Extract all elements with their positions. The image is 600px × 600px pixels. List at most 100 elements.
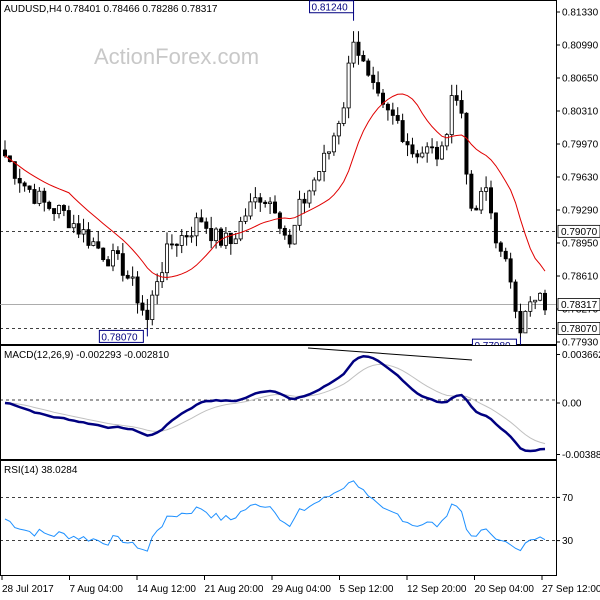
candle-body <box>444 134 449 147</box>
x-tick-label: 5 Sep 12:00 <box>340 584 394 595</box>
candle-body <box>439 145 444 160</box>
candle-body <box>228 232 233 245</box>
candle-body <box>145 309 150 320</box>
candle-body <box>81 229 86 235</box>
candle-body <box>140 302 145 311</box>
candle-body <box>361 55 366 62</box>
candle-body <box>528 301 533 312</box>
candle-body <box>356 41 361 56</box>
price-panel-frame <box>0 0 557 345</box>
price-tick-label: 0.81330 <box>562 8 599 19</box>
price-tick-label: 0.78610 <box>562 272 599 283</box>
support-tag-2-box <box>557 322 600 335</box>
candle-body <box>469 173 474 209</box>
candle-body <box>415 153 420 158</box>
candle-body <box>174 243 179 246</box>
candle-body <box>420 152 425 158</box>
candle-body <box>263 201 268 205</box>
annotation-box <box>309 0 355 14</box>
rsi-panel: RSI(14) 38.0284 70 30 <box>0 460 574 576</box>
candle-body <box>395 115 400 121</box>
candle-body <box>410 144 415 155</box>
candle-body <box>292 224 297 245</box>
moving-average-line <box>4 93 546 278</box>
candle-body <box>57 205 62 215</box>
price-tick-label: 0.78950 <box>562 239 599 250</box>
candle-body <box>214 228 219 242</box>
candle-body <box>336 123 341 137</box>
candle-body <box>474 207 479 211</box>
candle-body <box>115 250 120 254</box>
annotation-label: 0.81240 <box>312 3 349 14</box>
candle-body <box>22 182 27 187</box>
x-tick-label: 29 Aug 04:00 <box>272 584 331 595</box>
price-tick-label: 0.80310 <box>562 107 599 118</box>
candle-body <box>96 241 101 249</box>
macd-divergence-line <box>307 347 473 361</box>
candle-body <box>405 141 410 146</box>
candle-body <box>493 212 498 244</box>
candle-body <box>513 281 518 312</box>
candle-body <box>243 215 248 222</box>
candle-body <box>317 171 322 181</box>
candle-body <box>287 234 292 245</box>
candle-body <box>76 223 81 235</box>
candle-body <box>135 276 140 304</box>
candle-body <box>371 74 376 83</box>
last-price-tag-box <box>557 298 600 311</box>
candle-body <box>508 258 513 283</box>
macd-panel: MACD(12,26,9) -0.002293 -0.002810 0.0036… <box>0 345 600 461</box>
macd-label: MACD(12,26,9) -0.002293 -0.002810 <box>4 350 170 361</box>
candle-body <box>400 120 405 142</box>
price-tick-label: 0.80650 <box>562 74 599 85</box>
candle-body <box>189 235 194 238</box>
candle-body <box>341 107 346 124</box>
annotation-box <box>98 329 144 343</box>
candle-body <box>91 241 96 246</box>
candle-body <box>66 210 71 229</box>
candle-body <box>86 229 91 246</box>
candle-body <box>238 220 243 240</box>
candle-body <box>150 294 155 320</box>
support-tag-label: 0.79070 <box>561 227 598 238</box>
candle-body <box>376 82 381 94</box>
candle-body <box>209 228 214 242</box>
candle-body <box>479 190 484 211</box>
candle-body <box>27 185 32 190</box>
candle-body <box>199 217 204 223</box>
macd-tick-label: 0.00 <box>562 399 582 410</box>
support-tag-box <box>557 224 600 238</box>
candle-body <box>155 281 160 296</box>
candle-body <box>277 212 282 229</box>
price-tick-label: 0.79290 <box>562 206 599 217</box>
candle-body <box>538 292 543 301</box>
candle-body <box>184 235 189 238</box>
last-price-tag-label: 0.78317 <box>561 300 598 311</box>
annotation-label: 0.78070 <box>101 332 138 343</box>
candle-body <box>464 112 469 175</box>
candle-body <box>430 146 435 149</box>
x-tick-label: 28 Jul 2017 <box>2 584 54 595</box>
candle-body <box>12 161 17 179</box>
candle-body <box>297 198 302 226</box>
rsi-label: RSI(14) 38.0284 <box>4 465 78 476</box>
candle-body <box>312 179 317 192</box>
support-tag-2-label: 0.78070 <box>561 324 598 335</box>
symbol-header: AUDUSD,H4 0.78401 0.78466 0.78286 0.7831… <box>4 4 218 15</box>
candles <box>3 31 548 339</box>
candle-body <box>106 259 111 267</box>
rsi-y-axis: 70 30 <box>556 493 574 547</box>
macd-line <box>4 354 546 453</box>
candle-body <box>523 310 528 334</box>
price-tick-label: 0.79630 <box>562 173 599 184</box>
candle-body <box>47 201 52 209</box>
candle-body <box>253 197 258 203</box>
x-tick-label: 21 Aug 20:00 <box>205 584 264 595</box>
candle-body <box>233 238 238 245</box>
candle-body <box>331 135 336 153</box>
candle-body <box>194 217 199 237</box>
candle-body <box>390 109 395 116</box>
candle-body <box>52 208 57 215</box>
candle-body <box>366 60 371 76</box>
x-tick-label: 27 Sep 12:00 <box>542 584 600 595</box>
